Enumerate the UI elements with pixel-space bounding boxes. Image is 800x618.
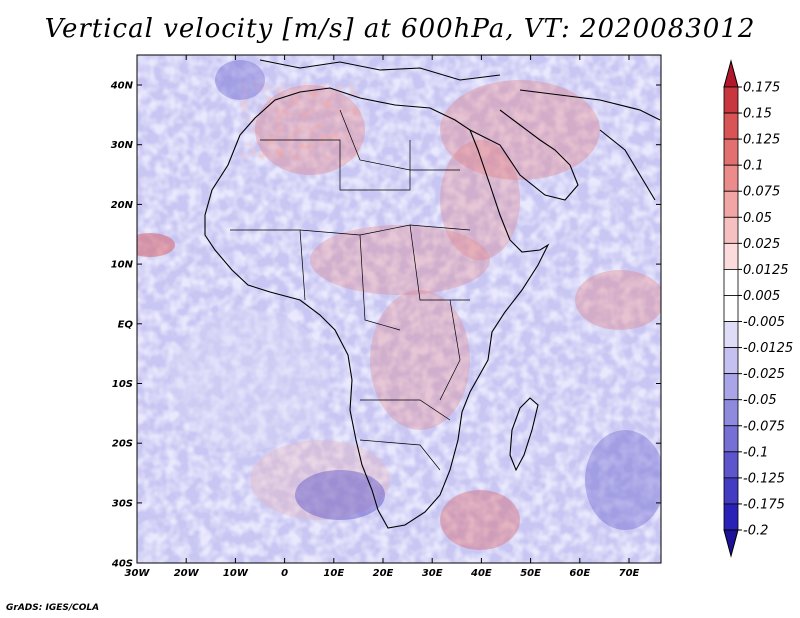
colorbar-segment — [723, 269, 739, 296]
colorbar-label: -0.1 — [743, 445, 768, 460]
colorbar-label: -0.2 — [743, 524, 768, 539]
colorbar-segment — [723, 190, 739, 218]
lat-tick-label: 10S — [112, 379, 133, 390]
lat-tick-label: 40N — [110, 81, 134, 92]
colorbar-segment — [723, 216, 739, 244]
colorbar-label: 0.15 — [743, 107, 772, 122]
lon-tick-label: 30E — [422, 568, 443, 579]
colorbar-segment — [723, 451, 739, 479]
coastlines — [204, 59, 661, 529]
colorbar-label: 0.0125 — [743, 263, 789, 278]
colorbar-label: 0.1 — [743, 159, 764, 174]
lat-tick-label: 30S — [112, 498, 133, 509]
colorbar: 0.175 0.15 0.125 0.1 0.075 0.05 0.025 0.0125 0.0… — [723, 59, 793, 558]
velocity-field — [137, 55, 661, 563]
lon-tick-label: 10W — [223, 568, 249, 579]
lat-tick-label: 10N — [111, 260, 134, 271]
lon-tick-label: 50E — [520, 568, 541, 579]
colorbar-bottom-arrow — [723, 529, 739, 558]
colorbar-label: 0.125 — [743, 133, 780, 148]
lon-tick-label: 40E — [470, 568, 492, 579]
credit-text: GrADS: IGES/COLA — [6, 603, 100, 613]
longitude-axis: 30W 20W 10W 0 10E 20E 30E 40E 50E 60E 70E — [125, 55, 640, 579]
colorbar-segment — [723, 477, 739, 505]
colorbar-segment — [723, 399, 739, 427]
colorbar-segment — [723, 86, 739, 114]
lon-tick-label: 30W — [125, 568, 151, 579]
colorbar-segment — [723, 242, 739, 270]
colorbar-segment — [723, 503, 739, 531]
colorbar-label: -0.005 — [743, 315, 785, 330]
colorbar-label: 0.175 — [743, 81, 780, 96]
lon-tick-label: 70E — [619, 568, 640, 579]
colorbar-label: 0.075 — [743, 185, 780, 200]
colorbar-segment — [723, 164, 739, 192]
colorbar-label: -0.175 — [743, 497, 785, 512]
lon-tick-label: 60E — [569, 568, 590, 579]
lat-tick-label: 40S — [111, 559, 133, 570]
lat-tick-label: EQ — [118, 319, 134, 330]
colorbar-label: 0.025 — [743, 237, 780, 252]
colorbar-segment — [723, 425, 739, 453]
colorbar-label: -0.125 — [743, 471, 785, 486]
colorbar-label: -0.05 — [743, 393, 777, 408]
lat-tick-label: 20S — [112, 439, 133, 450]
colorbar-label: 0.005 — [743, 289, 780, 304]
colorbar-segment — [723, 321, 739, 348]
lon-tick-label: 20E — [373, 568, 394, 579]
colorbar-segment — [723, 295, 739, 322]
lon-tick-label: 0 — [281, 568, 288, 579]
colorbar-segment — [723, 138, 739, 166]
latitude-axis: 40N 30N 20N 10N EQ 10S 20S 30S 40S — [110, 81, 661, 570]
lon-tick-label: 10E — [323, 568, 344, 579]
lat-tick-label: 20N — [111, 200, 134, 211]
colorbar-segment — [723, 373, 739, 401]
colorbar-label: -0.025 — [743, 367, 785, 382]
colorbar-segment — [723, 112, 739, 140]
colorbar-label: 0.05 — [743, 211, 772, 226]
country-borders — [230, 109, 471, 471]
plot-frame — [136, 54, 662, 564]
lon-tick-label: 20W — [174, 568, 200, 579]
colorbar-label: -0.075 — [743, 419, 785, 434]
colorbar-top-arrow — [723, 59, 739, 88]
lat-tick-label: 30N — [111, 140, 134, 151]
colorbar-label: -0.0125 — [743, 341, 793, 356]
page-title: Vertical velocity [m/s] at 600hPa, VT: 2… — [44, 14, 756, 44]
colorbar-segment — [723, 347, 739, 375]
